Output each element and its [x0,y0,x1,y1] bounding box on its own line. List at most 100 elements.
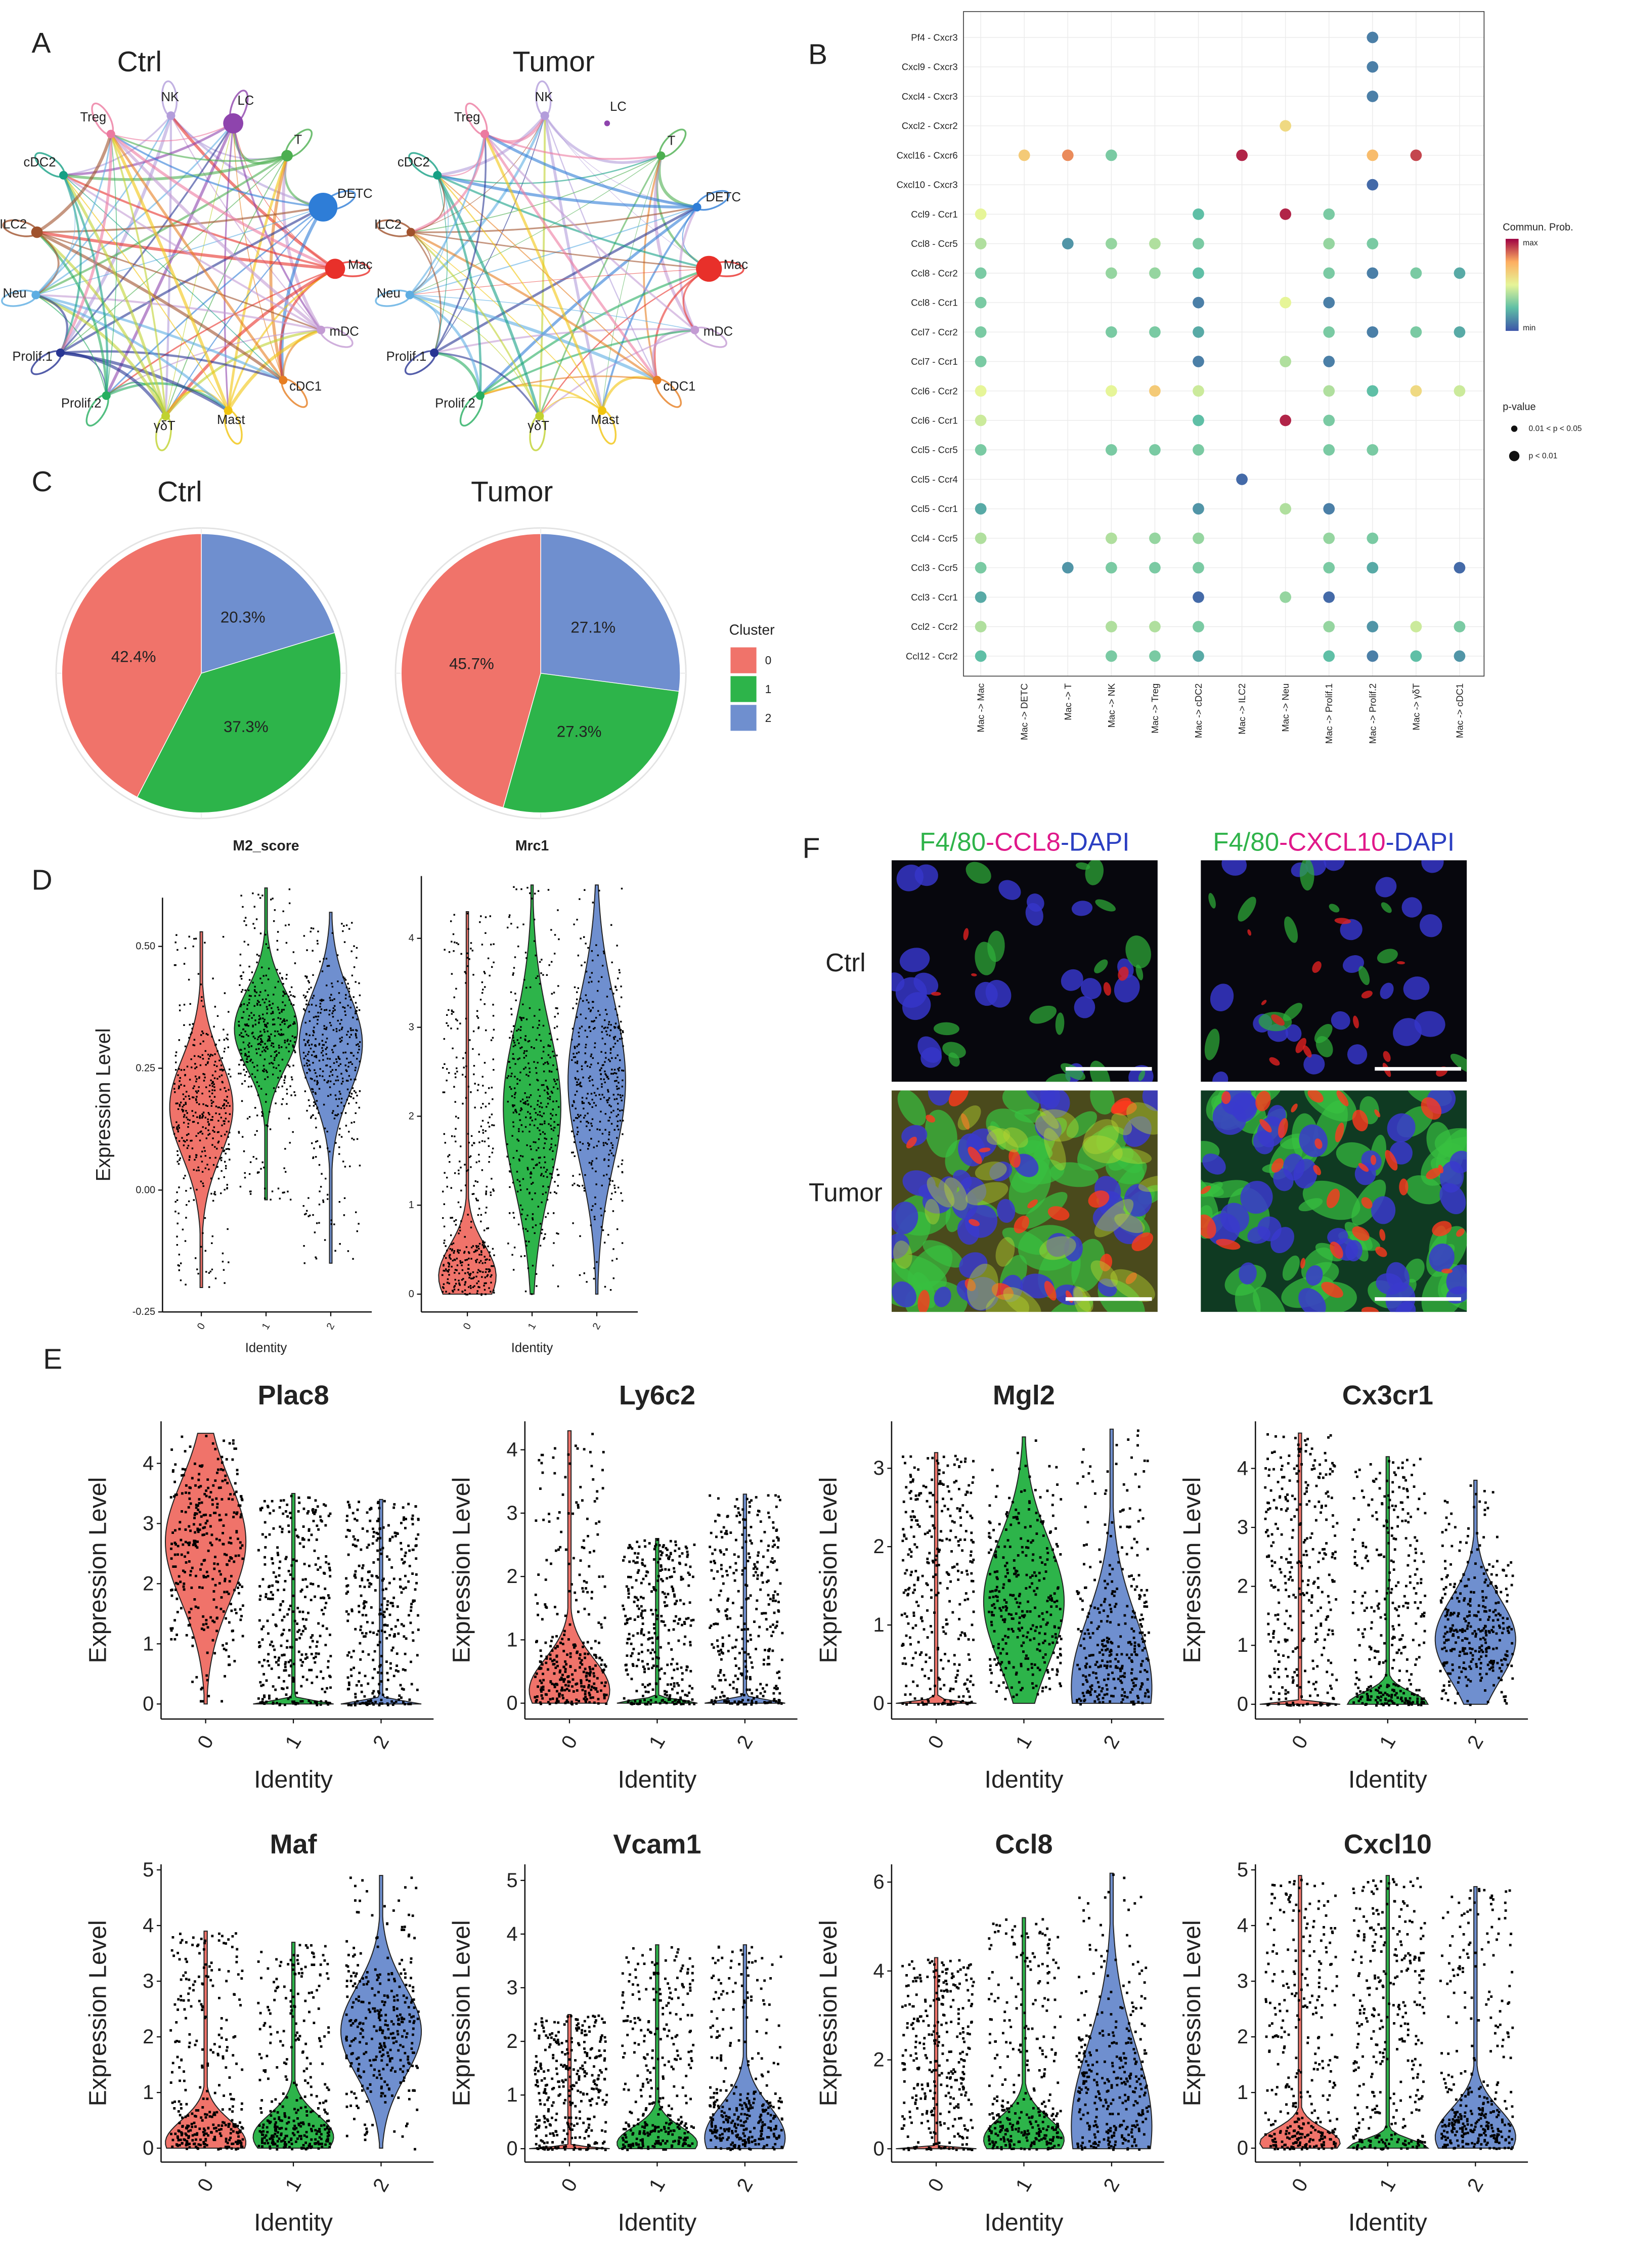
y-category-label: Ccl9 - Ccr1 [911,209,957,220]
cell [1204,1029,1220,1060]
edge [227,155,288,411]
micrograph [1201,860,1467,1082]
y-tick-label: 3 [143,1512,154,1534]
cell [1207,1213,1240,1246]
x-axis-label: Identity [245,1341,287,1355]
y-category-label: Ccl8 - Ccr5 [911,238,957,249]
cell [1285,1024,1302,1042]
dot [1323,650,1335,662]
y-category-label: Ccl4 - Ccr5 [911,533,957,543]
dot [1280,591,1292,603]
edge [409,206,697,296]
dot [1149,532,1161,544]
cell [1371,1196,1396,1224]
node-label: Prolif.1 [12,350,53,364]
y-tick-label: 4 [506,1923,517,1945]
violin [340,1499,422,1705]
dot [975,444,987,456]
y-tick-label: 2 [873,1535,885,1558]
y-category-label: Ccl8 - Ccr1 [911,297,957,308]
cell [1125,1272,1137,1285]
legend-label: 2 [765,711,772,724]
jitter-points [534,2014,608,2152]
cell [1432,1221,1452,1236]
cell [996,1199,1016,1223]
edge [484,133,662,160]
cell [1202,1153,1226,1175]
cell [1071,901,1093,916]
jitter-points [622,1538,696,1706]
dot [1367,621,1379,633]
edge [37,206,324,233]
cell [1269,1057,1280,1066]
violin [983,1436,1065,1704]
node-label: LC [610,100,627,114]
y-tick-label: 2 [506,1565,517,1588]
cell [1044,1280,1057,1301]
panel-label: D [32,865,53,896]
y-axis-label: Expression Level [1178,1920,1206,2106]
jitter-points [1264,1878,1339,2151]
dot [1323,326,1335,338]
image-title: F4/80-CXCL10-DAPI [1213,827,1455,856]
dot [975,562,987,574]
edge [110,122,234,142]
node-label: DETC [706,190,741,204]
dot [1062,562,1074,574]
edge [36,231,284,381]
y-category-label: Ccl8 - Ccr2 [911,268,957,278]
legend-title: Commun. Prob. [1503,222,1573,233]
cell [1383,1051,1391,1062]
legend-swatch [730,676,757,702]
cell [1003,1287,1041,1312]
cell [1295,1038,1306,1053]
edge [62,175,167,417]
y-tick-label: 6 [873,1871,885,1893]
cell [1239,1262,1257,1285]
cell [897,1090,926,1126]
edge [411,155,662,233]
edge [233,123,335,269]
node [535,411,544,420]
cell [1380,982,1394,999]
dot [975,591,987,603]
cell [959,1252,988,1278]
violin [567,884,626,1295]
dot [1410,621,1422,633]
cell [895,977,927,1008]
node [604,120,610,126]
dot [975,650,987,662]
cell [1090,1090,1115,1115]
y-tick-label: 2 [409,1110,414,1122]
dot [1149,562,1161,574]
dot [1106,385,1117,397]
legend-label: 0 [765,654,772,667]
y-category-label: Ccl3 - Ccr5 [911,563,957,573]
node-label: Mac [348,258,373,272]
edge [110,133,323,208]
dot [1106,238,1117,250]
violin [529,1430,610,1704]
jitter-points [1264,1433,1339,1707]
edge [269,155,289,381]
edge [36,134,113,234]
cell [1456,1228,1465,1237]
cell [1299,1124,1328,1158]
cell [1096,1125,1119,1153]
cell [1395,1301,1416,1312]
dot [1062,149,1074,161]
cell [1446,1264,1467,1295]
edge [35,294,321,331]
y-category-label: Ccl12 - Ccr2 [906,651,958,661]
dot [975,356,987,367]
violin [438,911,497,1295]
dot [1280,356,1292,367]
y-tick-label: 5 [506,1869,517,1892]
cell [1271,1014,1285,1026]
jitter-points [534,1433,608,1706]
violin [704,1944,786,2150]
cell [1039,1108,1059,1129]
slice-label: 45.7% [449,655,494,673]
edge [227,268,336,411]
cell [1282,1255,1300,1281]
